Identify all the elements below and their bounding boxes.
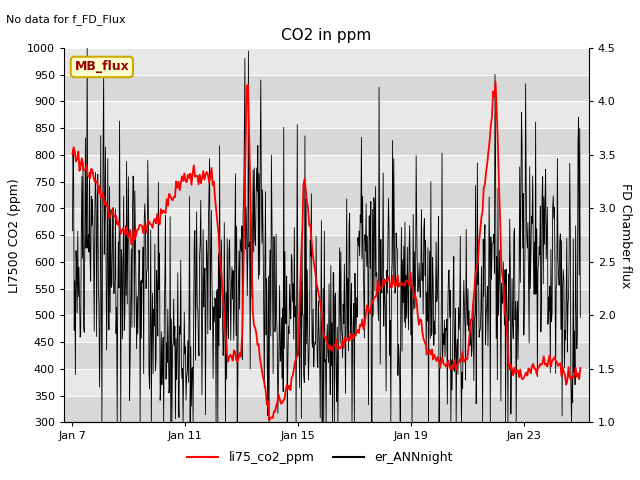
Y-axis label: LI7500 CO2 (ppm): LI7500 CO2 (ppm) bbox=[8, 178, 21, 293]
Y-axis label: FD Chamber flux: FD Chamber flux bbox=[620, 182, 632, 288]
Bar bbox=[64, 182, 589, 208]
Bar bbox=[64, 208, 589, 235]
Bar bbox=[64, 101, 589, 128]
Bar bbox=[64, 315, 589, 342]
Bar bbox=[64, 396, 589, 422]
Text: No data for f_FD_Flux: No data for f_FD_Flux bbox=[6, 14, 126, 25]
Bar bbox=[64, 155, 589, 182]
Bar bbox=[64, 128, 589, 155]
Bar bbox=[64, 48, 589, 75]
Legend: li75_co2_ppm, er_ANNnight: li75_co2_ppm, er_ANNnight bbox=[182, 446, 458, 469]
Bar bbox=[64, 262, 589, 288]
Bar bbox=[64, 342, 589, 369]
Bar bbox=[64, 288, 589, 315]
Bar bbox=[64, 369, 589, 396]
Bar bbox=[64, 75, 589, 101]
Bar bbox=[64, 235, 589, 262]
Text: MB_flux: MB_flux bbox=[74, 60, 129, 73]
Title: CO2 in ppm: CO2 in ppm bbox=[281, 28, 372, 43]
